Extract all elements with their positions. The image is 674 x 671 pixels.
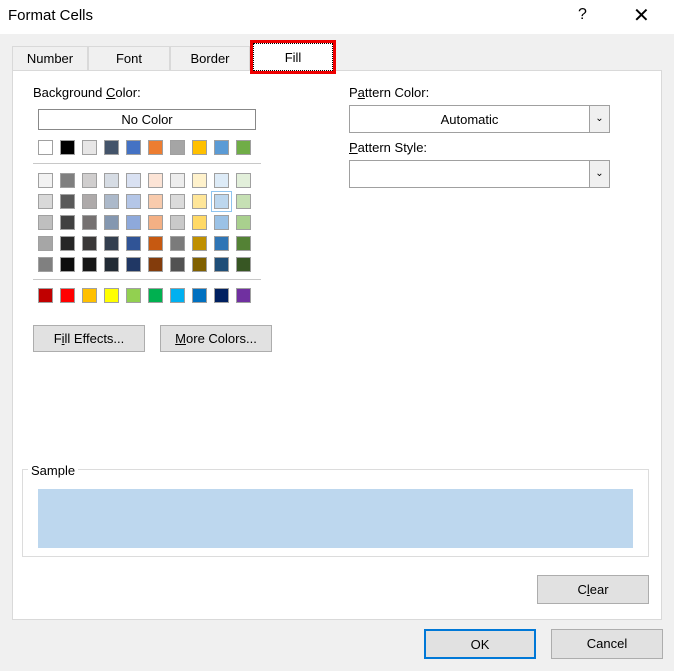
- color-swatch[interactable]: [38, 236, 53, 251]
- tab-border[interactable]: Border: [170, 46, 250, 70]
- color-swatch[interactable]: [170, 140, 185, 155]
- help-icon[interactable]: ?: [578, 6, 587, 23]
- color-swatch[interactable]: [104, 288, 119, 303]
- sample-label: Sample: [28, 463, 79, 478]
- color-swatch[interactable]: [60, 288, 75, 303]
- pattern-style-dropdown[interactable]: ⌄: [349, 160, 610, 188]
- color-swatch[interactable]: [38, 140, 53, 155]
- color-swatch[interactable]: [38, 215, 53, 230]
- color-swatch[interactable]: [148, 257, 163, 272]
- color-swatch[interactable]: [126, 215, 141, 230]
- color-swatch[interactable]: [148, 215, 163, 230]
- color-swatch[interactable]: [82, 236, 97, 251]
- color-swatch[interactable]: [104, 257, 119, 272]
- color-swatch[interactable]: [192, 140, 207, 155]
- color-swatch[interactable]: [60, 173, 75, 188]
- color-swatch[interactable]: [82, 140, 97, 155]
- tab-font[interactable]: Font: [88, 46, 170, 70]
- color-swatch[interactable]: [214, 288, 229, 303]
- color-swatch[interactable]: [236, 236, 251, 251]
- color-swatch[interactable]: [60, 257, 75, 272]
- color-swatch[interactable]: [236, 288, 251, 303]
- color-swatch[interactable]: [104, 215, 119, 230]
- color-swatch[interactable]: [60, 194, 75, 209]
- color-swatch[interactable]: [126, 236, 141, 251]
- tab-number[interactable]: Number: [12, 46, 88, 70]
- pattern-color-value: Automatic: [440, 112, 499, 127]
- color-swatch[interactable]: [192, 257, 207, 272]
- no-color-button[interactable]: No Color: [38, 109, 256, 130]
- color-swatch[interactable]: [192, 173, 207, 188]
- color-swatch[interactable]: [236, 215, 251, 230]
- title-bar: [0, 0, 674, 34]
- color-swatch[interactable]: [170, 288, 185, 303]
- pattern-style-label: Pattern Style:: [349, 140, 428, 155]
- color-swatch[interactable]: [192, 288, 207, 303]
- color-swatch[interactable]: [211, 191, 232, 212]
- divider: [33, 279, 261, 280]
- tab-fill[interactable]: Fill: [250, 40, 336, 74]
- color-swatch[interactable]: [148, 173, 163, 188]
- color-swatch[interactable]: [214, 215, 229, 230]
- color-swatch[interactable]: [82, 257, 97, 272]
- color-swatch[interactable]: [126, 288, 141, 303]
- color-swatch[interactable]: [170, 173, 185, 188]
- color-swatch[interactable]: [38, 288, 53, 303]
- more-colors-button[interactable]: More Colors...: [160, 325, 272, 352]
- color-swatch[interactable]: [148, 288, 163, 303]
- pattern-color-dropdown[interactable]: Automatic ⌄: [349, 105, 610, 133]
- chevron-down-icon[interactable]: ⌄: [589, 106, 609, 132]
- color-swatch[interactable]: [214, 257, 229, 272]
- color-swatch[interactable]: [104, 140, 119, 155]
- color-swatch[interactable]: [236, 173, 251, 188]
- color-swatch[interactable]: [82, 194, 97, 209]
- color-swatch[interactable]: [82, 288, 97, 303]
- color-swatch[interactable]: [104, 236, 119, 251]
- color-swatch[interactable]: [192, 215, 207, 230]
- clear-button[interactable]: Clear: [537, 575, 649, 604]
- color-swatch[interactable]: [192, 194, 207, 209]
- color-swatch[interactable]: [236, 140, 251, 155]
- color-swatch[interactable]: [60, 140, 75, 155]
- divider: [33, 163, 261, 164]
- sample-group: [22, 469, 649, 557]
- background-color-label: Background Color:: [33, 85, 141, 100]
- color-swatch[interactable]: [82, 215, 97, 230]
- color-swatch[interactable]: [126, 194, 141, 209]
- color-swatch[interactable]: [148, 236, 163, 251]
- dialog-title: Format Cells: [8, 7, 94, 24]
- color-swatch[interactable]: [236, 257, 251, 272]
- color-swatch[interactable]: [104, 173, 119, 188]
- color-swatch[interactable]: [104, 194, 119, 209]
- color-swatch[interactable]: [170, 194, 185, 209]
- color-swatch[interactable]: [236, 194, 251, 209]
- fill-effects-button[interactable]: Fill Effects...: [33, 325, 145, 352]
- color-swatch[interactable]: [126, 173, 141, 188]
- color-swatch[interactable]: [38, 257, 53, 272]
- sample-preview: [38, 489, 633, 548]
- cancel-button[interactable]: Cancel: [551, 629, 663, 659]
- color-swatch[interactable]: [170, 236, 185, 251]
- color-swatch[interactable]: [214, 140, 229, 155]
- color-swatch[interactable]: [170, 257, 185, 272]
- chevron-down-icon[interactable]: ⌄: [589, 161, 609, 187]
- color-swatch[interactable]: [192, 236, 207, 251]
- color-swatch[interactable]: [148, 194, 163, 209]
- color-swatch[interactable]: [170, 215, 185, 230]
- color-swatch[interactable]: [38, 194, 53, 209]
- color-swatch[interactable]: [38, 173, 53, 188]
- color-swatch[interactable]: [82, 173, 97, 188]
- color-swatch[interactable]: [60, 215, 75, 230]
- color-swatch[interactable]: [214, 236, 229, 251]
- color-swatch[interactable]: [126, 257, 141, 272]
- color-swatch[interactable]: [60, 236, 75, 251]
- color-swatch[interactable]: [214, 173, 229, 188]
- close-icon[interactable]: ✕: [633, 5, 650, 27]
- ok-button[interactable]: OK: [424, 629, 536, 659]
- color-swatch[interactable]: [148, 140, 163, 155]
- pattern-color-label: Pattern Color:: [349, 85, 430, 100]
- color-swatch[interactable]: [126, 140, 141, 155]
